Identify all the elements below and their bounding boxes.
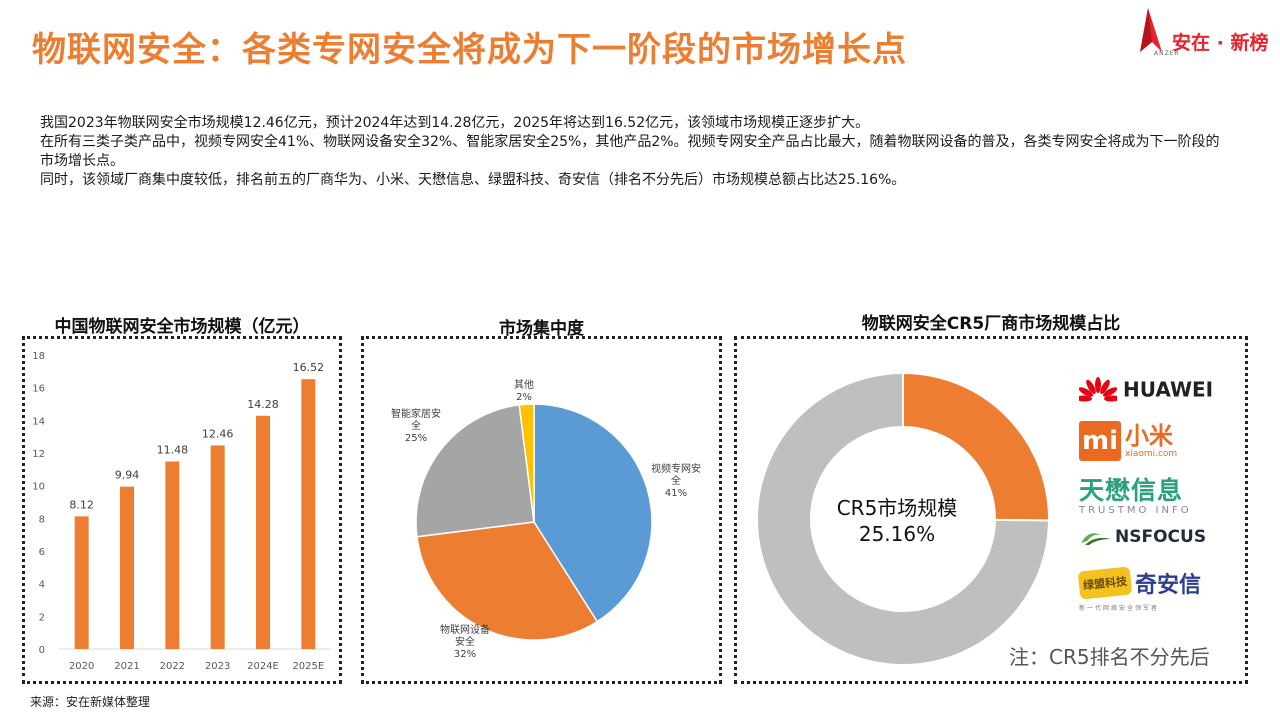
y-tick-label: 4	[39, 580, 45, 591]
vendor-xiaomi-url: xiaomi.com	[1125, 448, 1178, 459]
vendor-qianxin: 绿盟科技 奇安信 新一代网络安全领军者	[1077, 566, 1202, 612]
qianxin-logo-icon: 绿盟科技	[1077, 566, 1133, 600]
bar	[165, 461, 180, 649]
huawei-logo-icon	[1079, 377, 1117, 402]
logo-mark-icon	[1140, 8, 1162, 52]
vendor-qianxin-sub: 新一代网络安全领军者	[1079, 605, 1160, 612]
pie-slice	[518, 403, 535, 523]
xiaomi-logo-icon: mi	[1079, 421, 1121, 461]
y-tick-label: 0	[39, 645, 45, 656]
bar-value-label: 11.48	[157, 443, 189, 456]
pie-slice-label: 视频专网安全 41%	[651, 462, 701, 499]
intro-paragraph: 同时，该领域厂商集中度较低，排名前五的厂商华为、小米、天懋信息、绿盟科技、奇安信…	[40, 172, 906, 188]
donut-center-value: 25.16%	[858, 522, 936, 546]
vendor-trustmo: 天懋信息 TRUSTMO INFO	[1079, 476, 1192, 517]
cr5-note: 注：CR5排名不分先后	[1009, 645, 1210, 669]
donut-chart-panel: CR5市场规模 25.16% HUAWEI mi 小米 xiaomi.com 天懋信…	[734, 336, 1248, 684]
y-tick-label: 16	[32, 384, 45, 395]
y-tick-label: 10	[32, 482, 45, 493]
bar-value-label: 16.52	[293, 361, 325, 374]
vendor-nsfocus-label: NSFOCUS	[1115, 527, 1207, 547]
bar	[301, 379, 316, 649]
vendor-nsfocus: NSFOCUS	[1079, 527, 1206, 547]
y-tick-label: 6	[39, 547, 45, 558]
x-tick-label: 2025E	[292, 661, 324, 672]
brand-logo: 安在 · 新榜 ANZER	[1134, 6, 1274, 58]
bar-value-label: 12.46	[202, 427, 234, 440]
logo-text: 安在 · 新榜	[1172, 32, 1269, 54]
pie-slice	[415, 404, 535, 538]
bar	[210, 445, 225, 649]
donut-center-label: CR5市场规模	[836, 496, 958, 520]
x-tick-label: 2024E	[247, 661, 279, 672]
bar-chart: 0 2 4 6 8 10 12 14 16 18 8.12 2020 9.94 2021 11.48 2022…	[32, 351, 331, 672]
donut-chart	[756, 371, 1051, 666]
pie-slice-label: 其他 2%	[514, 378, 534, 403]
bar	[256, 415, 270, 649]
donut-chart-title: 物联网安全CR5厂商市场规模占比	[861, 314, 1121, 334]
bar	[120, 486, 134, 649]
vendor-trustmo-sub: TRUSTMO INFO	[1079, 505, 1192, 516]
x-tick-label: 2022	[160, 661, 185, 672]
x-tick-label: 2020	[69, 661, 94, 672]
y-tick-label: 18	[32, 351, 45, 362]
vendor-qianxin-label: 奇安信	[1135, 573, 1202, 598]
bar-value-label: 8.12	[69, 498, 94, 511]
vendor-trustmo-label: 天懋信息	[1079, 476, 1184, 505]
logo-subtext: ANZER	[1154, 50, 1180, 57]
x-tick-label: 2021	[114, 661, 139, 672]
y-tick-label: 2	[39, 612, 45, 623]
vendor-huawei: HUAWEI	[1079, 377, 1213, 405]
bar-value-label: 14.28	[247, 398, 279, 411]
pie-chart: 视频专网安全 41% 物联网设备安全 32% 智能家居安全 25% 其他 2%	[391, 378, 701, 660]
x-tick-label: 2023	[205, 661, 230, 672]
pie-chart-title: 市场集中度	[499, 319, 584, 339]
vendor-huawei-label: HUAWEI	[1123, 377, 1214, 402]
intro-paragraph: 我国2023年物联网安全市场规模12.46亿元，预计2024年达到14.28亿元…	[40, 115, 870, 131]
source-note: 来源：安在新媒体整理	[30, 695, 151, 709]
pie-slice-label: 物联网设备安全 32%	[440, 623, 490, 660]
y-tick-label: 8	[39, 514, 45, 525]
donut-slice	[756, 371, 1051, 666]
bar-value-label: 9.94	[115, 469, 140, 482]
vendor-xiaomi: mi 小米 xiaomi.com	[1079, 421, 1177, 461]
intro-paragraph: 在所有三类子类产品中，视频专网安全41%、物联网设备安全32%、智能家居安全25…	[40, 134, 1220, 169]
y-tick-label: 14	[32, 416, 45, 427]
bar-chart-title: 中国物联网安全市场规模（亿元）	[54, 317, 310, 337]
pie-slice	[416, 521, 599, 641]
intro-text: 我国2023年物联网安全市场规模12.46亿元，预计2024年达到14.28亿元…	[40, 114, 1220, 190]
pie-slice-label: 智能家居安全 25%	[391, 407, 441, 444]
pie-chart-panel: 视频专网安全 41% 物联网设备安全 32% 智能家居安全 25% 其他 2%	[361, 336, 722, 684]
bar-chart-panel: 0 2 4 6 8 10 12 14 16 18 8.12 2020 9.94 2021 11.48 2022…	[22, 336, 342, 684]
y-tick-label: 12	[32, 449, 45, 460]
bar	[74, 516, 89, 649]
page-title: 物联网安全：各类专网安全将成为下一阶段的市场增长点	[32, 30, 907, 70]
vendor-xiaomi-label: 小米	[1125, 421, 1173, 450]
nsfocus-logo-icon	[1081, 533, 1111, 545]
